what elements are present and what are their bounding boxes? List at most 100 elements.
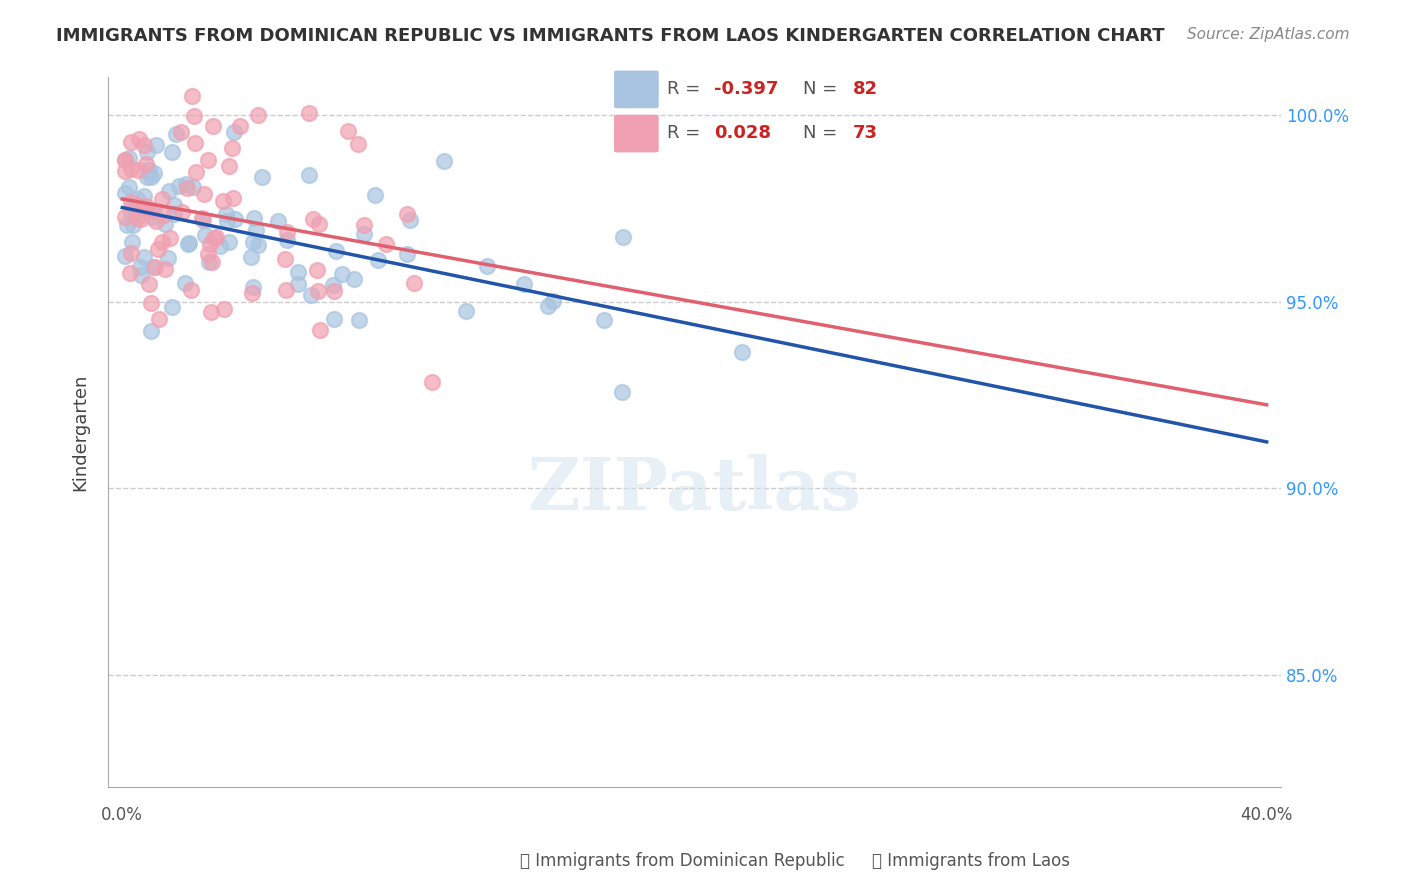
Point: [395, 207, 418, 221]
Point: [420, 375, 443, 389]
Point: [512, 277, 534, 292]
Point: [246, 237, 269, 252]
Point: [323, 312, 346, 326]
Point: [174, 177, 197, 191]
Point: [124, 205, 146, 219]
Point: [117, 218, 139, 232]
Point: [222, 190, 245, 204]
Point: [135, 157, 157, 171]
Point: [135, 145, 157, 160]
Point: [212, 194, 235, 208]
Point: [214, 302, 236, 317]
Point: [191, 211, 214, 225]
Point: [143, 166, 166, 180]
Point: [160, 300, 183, 314]
Point: [343, 272, 366, 286]
Point: [612, 230, 634, 244]
Point: [209, 239, 232, 253]
Point: [169, 125, 191, 139]
Text: 0.0%: 0.0%: [101, 806, 143, 824]
Point: [150, 192, 173, 206]
Point: [200, 236, 222, 251]
Point: [287, 265, 309, 279]
Point: [138, 163, 160, 178]
Text: N =: N =: [803, 124, 844, 142]
Point: [242, 211, 264, 225]
Point: [266, 213, 288, 227]
Point: [135, 199, 157, 213]
Point: [114, 153, 136, 168]
Point: [287, 277, 309, 291]
Point: [160, 145, 183, 159]
Point: [218, 159, 240, 173]
Point: [218, 235, 240, 250]
Point: [217, 214, 239, 228]
Point: [145, 137, 167, 152]
Point: [163, 198, 186, 212]
Point: [298, 169, 321, 183]
Point: [153, 208, 176, 222]
Point: [475, 259, 498, 273]
Point: [541, 293, 564, 308]
Text: IMMIGRANTS FROM DOMINICAN REPUBLIC VS IMMIGRANTS FROM LAOS KINDERGARTEN CORRELAT: IMMIGRANTS FROM DOMINICAN REPUBLIC VS IM…: [56, 27, 1164, 45]
Point: [114, 210, 136, 224]
Point: [125, 193, 148, 207]
Point: [347, 136, 370, 151]
Point: [167, 178, 190, 193]
Point: [135, 169, 157, 184]
Text: 40.0%: 40.0%: [1240, 806, 1294, 824]
Point: [141, 211, 163, 225]
Point: [121, 195, 143, 210]
Point: [404, 276, 426, 290]
Text: ZIPatlas: ZIPatlas: [527, 454, 862, 524]
Point: [308, 217, 330, 231]
Point: [593, 313, 616, 327]
Point: [122, 199, 145, 213]
Point: [114, 249, 136, 263]
Point: [364, 187, 387, 202]
Point: [176, 237, 198, 252]
Point: [274, 283, 297, 297]
Text: 0.028: 0.028: [714, 124, 770, 142]
Point: [114, 186, 136, 200]
Point: [399, 212, 422, 227]
Point: [132, 189, 155, 203]
Text: R =: R =: [668, 124, 711, 142]
Point: [229, 119, 252, 133]
Point: [201, 255, 224, 269]
Point: [273, 252, 295, 267]
Point: [142, 260, 165, 274]
Point: [240, 285, 263, 300]
Point: [247, 108, 270, 122]
Point: [179, 235, 201, 250]
Text: ⬜ Immigrants from Dominican Republic: ⬜ Immigrants from Dominican Republic: [520, 852, 845, 870]
Point: [128, 132, 150, 146]
Point: [145, 214, 167, 228]
Point: [242, 235, 264, 250]
Point: [127, 211, 149, 225]
Point: [181, 89, 204, 103]
Point: [135, 202, 157, 217]
Point: [129, 260, 152, 274]
Point: [172, 204, 194, 219]
Point: [204, 229, 226, 244]
Point: [184, 136, 207, 150]
Point: [200, 305, 222, 319]
Point: [433, 153, 456, 168]
Point: [139, 296, 162, 310]
Point: [224, 125, 246, 139]
Point: [325, 244, 347, 259]
Point: [245, 223, 267, 237]
Point: [202, 230, 225, 244]
Point: [143, 204, 166, 219]
Point: [239, 250, 262, 264]
Point: [276, 225, 298, 239]
Point: [214, 207, 236, 221]
Text: 82: 82: [853, 80, 877, 98]
Point: [120, 206, 142, 220]
Point: [141, 202, 163, 217]
Point: [127, 163, 149, 178]
Point: [221, 141, 243, 155]
Point: [242, 280, 264, 294]
Point: [138, 277, 160, 291]
